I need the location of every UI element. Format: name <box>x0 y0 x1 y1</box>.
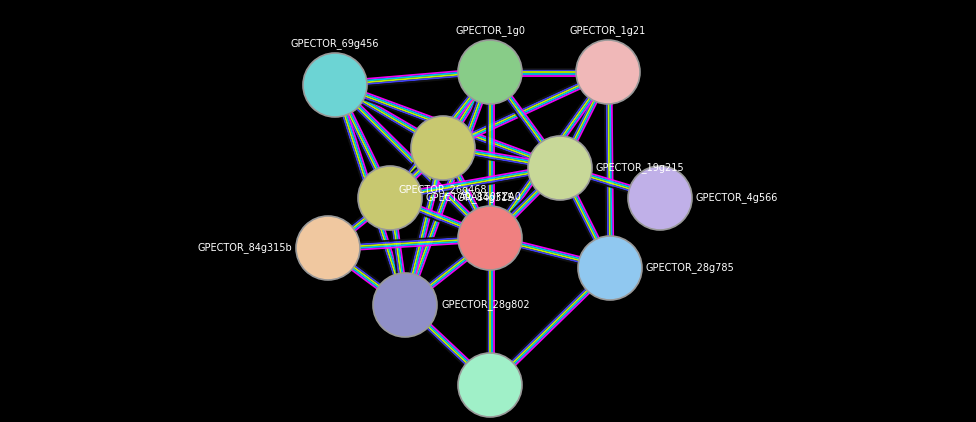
Circle shape <box>576 40 640 104</box>
Circle shape <box>358 166 422 230</box>
Text: GPECTOR_28g802: GPECTOR_28g802 <box>441 300 530 311</box>
Text: GPECTOR_39g406: GPECTOR_39g406 <box>446 421 534 422</box>
Text: GPECTOR_84g315: GPECTOR_84g315 <box>426 192 514 203</box>
Text: GPECTOR_19g215: GPECTOR_19g215 <box>596 162 684 173</box>
Circle shape <box>411 116 475 180</box>
Text: GPECTOR_69g456: GPECTOR_69g456 <box>291 38 380 49</box>
Circle shape <box>458 353 522 417</box>
Text: A0A150FZA0: A0A150FZA0 <box>459 192 521 202</box>
Circle shape <box>458 206 522 270</box>
Circle shape <box>303 53 367 117</box>
Text: GPECTOR_84g315b: GPECTOR_84g315b <box>197 243 292 254</box>
Text: GPECTOR_26g468: GPECTOR_26g468 <box>399 184 487 195</box>
Text: GPECTOR_1g21: GPECTOR_1g21 <box>570 25 646 36</box>
Circle shape <box>373 273 437 337</box>
Circle shape <box>628 166 692 230</box>
Circle shape <box>528 136 592 200</box>
Circle shape <box>578 236 642 300</box>
Text: GPECTOR_28g785: GPECTOR_28g785 <box>646 262 735 273</box>
Circle shape <box>296 216 360 280</box>
Text: GPECTOR_1g0: GPECTOR_1g0 <box>455 25 525 36</box>
Circle shape <box>458 40 522 104</box>
Text: GPECTOR_4g566: GPECTOR_4g566 <box>696 192 779 203</box>
